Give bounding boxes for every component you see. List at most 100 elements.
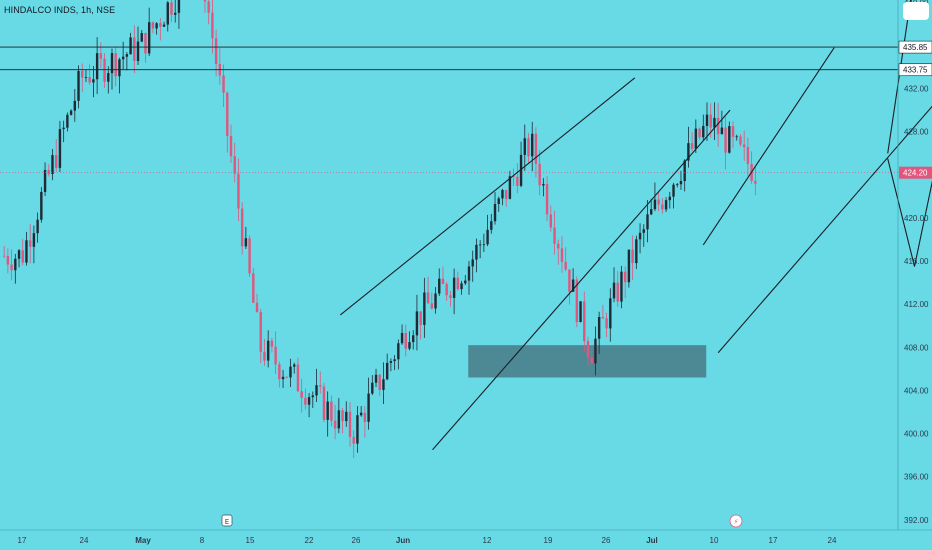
candle-body [371, 382, 374, 394]
candle-body [28, 240, 32, 247]
candle-body [527, 138, 530, 157]
candle-body [244, 238, 248, 247]
candle-body [62, 127, 65, 130]
earnings-icon[interactable] [221, 514, 233, 527]
candle-body [40, 191, 43, 220]
candle-body [382, 379, 385, 390]
candle-body [114, 53, 117, 77]
candle-body [739, 136, 742, 145]
candle-body [735, 136, 738, 138]
candle-body [445, 284, 448, 296]
candle-body [281, 376, 285, 380]
candle-body [237, 173, 240, 209]
candle-body [367, 393, 370, 422]
candle-body [694, 128, 698, 149]
candle-body [125, 54, 129, 57]
candle-body [434, 293, 437, 309]
candle-body [55, 155, 58, 168]
candle-body [322, 386, 326, 420]
candle-body [449, 295, 452, 298]
dividend-icon-glyph: ⚡ [734, 518, 739, 526]
candle-body [635, 239, 638, 264]
candle-body [557, 243, 560, 249]
candle-body [683, 160, 686, 182]
x-axis: 17 24 May 8 15 22 26 Jun 12 19 26 Jul 10 17 24 [18, 536, 837, 545]
candle-body [438, 278, 441, 294]
candle-body [166, 2, 169, 25]
candle-body [359, 412, 363, 416]
candle-body [545, 184, 549, 215]
candle-body [549, 214, 553, 228]
candle-body [612, 282, 616, 299]
candle-body [58, 129, 62, 168]
candle-body [709, 114, 712, 128]
candle-body [642, 229, 645, 233]
candle-body [36, 219, 39, 234]
x-tick-label: 17 [769, 536, 778, 545]
candle-body [724, 127, 727, 153]
candle-body [73, 100, 77, 111]
candle-body [754, 180, 757, 184]
chart-settings-button[interactable] [903, 2, 929, 20]
candle-body [341, 410, 344, 422]
wedge1-lower [432, 109, 731, 451]
candle-body [650, 209, 653, 215]
candle-body [207, 1, 210, 13]
candle-body [467, 266, 471, 281]
candle-body [679, 181, 683, 185]
candle-body [385, 362, 389, 380]
x-tick-label: 17 [18, 536, 27, 545]
candle-body [504, 189, 508, 199]
candle-body [646, 214, 649, 230]
candle-body [657, 199, 660, 205]
candle-body [296, 364, 300, 392]
candle-body [300, 391, 303, 398]
candle-body [597, 316, 601, 339]
candle-body [274, 346, 277, 365]
price-tag-label: 435.85 [903, 43, 928, 52]
candle-body [746, 147, 750, 164]
y-tick-label: 428.00 [904, 128, 929, 137]
candle-body [319, 385, 322, 387]
candle-body [627, 249, 631, 283]
candle-body [560, 248, 564, 262]
candle-body [118, 59, 121, 77]
candle-body [136, 41, 140, 62]
candle-body [653, 199, 657, 210]
candle-body [21, 250, 24, 263]
candle-body [664, 200, 668, 210]
candle-body [307, 397, 311, 405]
dividend-icon[interactable] [729, 514, 743, 528]
y-tick-label: 412.00 [904, 300, 929, 309]
candle-body [285, 376, 288, 378]
candle-body [43, 170, 47, 192]
level-price-tag [898, 40, 932, 54]
candle-body [471, 259, 474, 267]
candle-body [426, 292, 430, 304]
candle-body [638, 232, 642, 240]
candle-body [14, 258, 17, 271]
y-tick-label: 400.00 [904, 430, 929, 439]
candle-body [211, 12, 214, 39]
candle-body [337, 410, 341, 429]
candle-body [32, 233, 36, 247]
candle-body [423, 292, 426, 325]
candle-body [110, 53, 114, 74]
candle-body [170, 2, 173, 15]
y-tick-label: 404.00 [904, 386, 929, 395]
candle-body [713, 117, 716, 128]
candle-body [534, 133, 538, 164]
candle-body [609, 298, 612, 329]
candle-body [81, 71, 84, 78]
candle-body [304, 397, 307, 405]
candle-body [17, 250, 21, 259]
candle-body [508, 176, 512, 199]
candle-body [69, 110, 73, 115]
candle-body [214, 38, 218, 65]
wedge1-upper [339, 77, 636, 316]
candle-body [456, 277, 460, 290]
x-tick-label: 8 [200, 536, 205, 545]
